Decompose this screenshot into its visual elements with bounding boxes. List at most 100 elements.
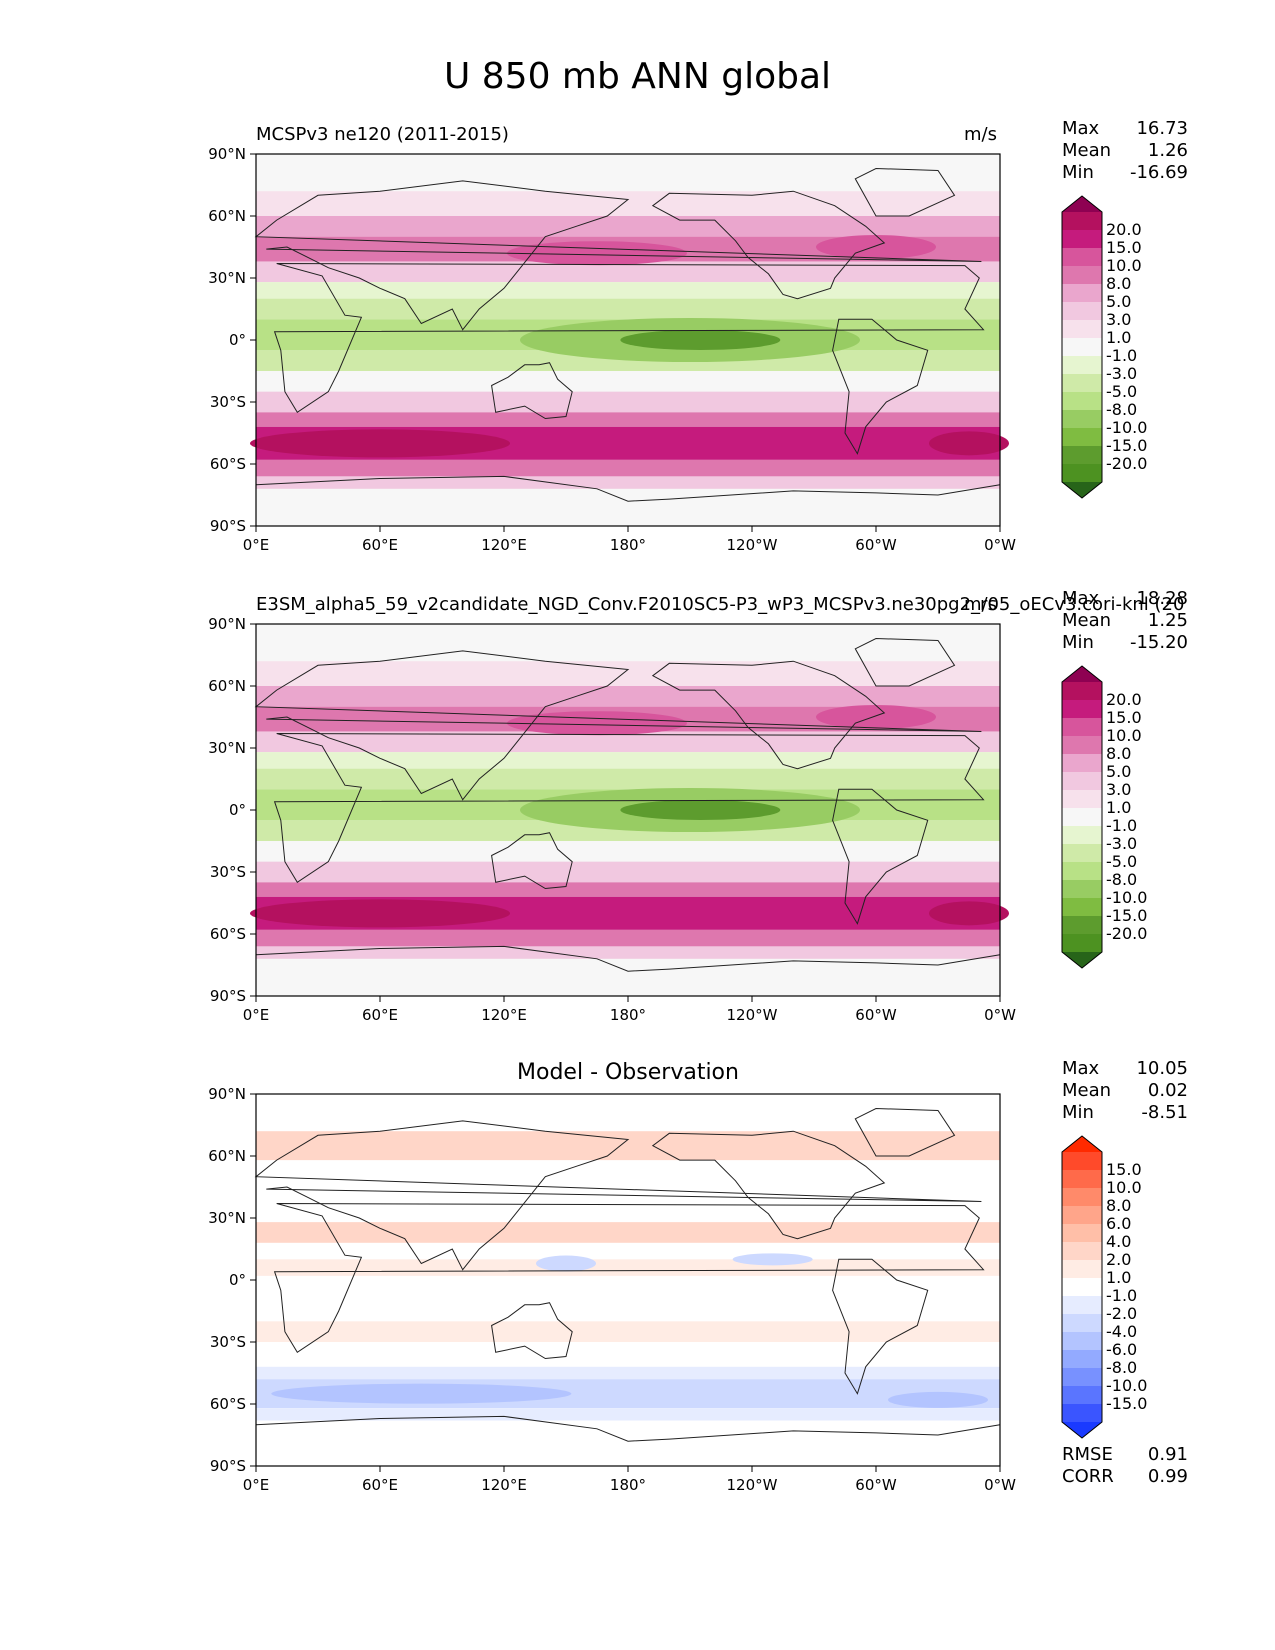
y-tick-label: 30°S [210, 1333, 246, 1351]
y-tick-label: 30°S [210, 393, 246, 411]
coastline [491, 1302, 573, 1360]
colorbar-segment [1062, 700, 1102, 718]
coastline [491, 832, 573, 890]
colorbar-segment [1062, 302, 1102, 320]
colorbar-tick-label: -1.0 [1106, 816, 1137, 835]
colorbar-segment [1062, 754, 1102, 772]
colorbar-segment [1062, 1224, 1102, 1242]
field-band [256, 191, 1000, 216]
colorbar-segment [1062, 772, 1102, 790]
colorbar-segment [1062, 1368, 1102, 1386]
coastline [273, 1203, 985, 1354]
colorbar-segment [1062, 338, 1102, 356]
y-tick-label: 30°N [208, 739, 246, 757]
x-tick-label: 0°W [984, 1476, 1016, 1494]
colorbar-segment [1062, 212, 1102, 230]
y-tick-label: 60°N [208, 1147, 246, 1165]
colorbar-tick-label: 5.0 [1106, 292, 1131, 311]
panel1-stats: Max 16.73 Mean 1.26 Min -16.69 [1062, 118, 1188, 183]
colorbar-segment [1062, 1170, 1102, 1188]
colorbar-segment [1062, 898, 1102, 916]
colorbar-tick-label: -8.0 [1106, 870, 1137, 889]
y-tick-label: 60°S [210, 455, 246, 473]
colorbar-segment [1062, 1278, 1102, 1296]
jet-core [507, 711, 687, 736]
map-panel-3: 0°E 60°E 120°E 180° 120°W 60°W 0°W 90°N 60°N 30°N… [208, 1085, 1147, 1494]
y-tick-label: 60°N [208, 207, 246, 225]
x-tick-label: 0°W [984, 536, 1016, 554]
y-tick-label: 30°N [208, 1209, 246, 1227]
y-tick-label: 0° [229, 331, 246, 349]
colorbar-tick-label: -10.0 [1106, 888, 1147, 907]
colorbar-segment [1062, 934, 1102, 952]
colorbar-tick-label: -15.0 [1106, 436, 1147, 455]
colorbar-tick-label: -3.0 [1106, 364, 1137, 383]
y-tick-label: 90°S [210, 987, 246, 1005]
colorbar-tick-label: 20.0 [1106, 690, 1142, 709]
colorbar-extend-top [1062, 196, 1102, 212]
panel3-stats: Max 10.05 Mean 0.02 Min -8.51 [1062, 1058, 1188, 1123]
field-band [256, 861, 1000, 883]
colorbar-extend-top [1062, 666, 1102, 682]
jet-core [816, 235, 936, 259]
x-tick-label: 120°W [727, 1476, 778, 1494]
colorbar-segment [1062, 862, 1102, 880]
jet-core [929, 901, 1009, 926]
colorbar-tick-label: 15.0 [1106, 1160, 1142, 1179]
field-band [256, 946, 1000, 959]
colorbar-tick-label: 1.0 [1106, 798, 1131, 817]
colorbar-segment [1062, 1188, 1102, 1206]
x-tick-label: 60°W [855, 1476, 897, 1494]
anomaly [271, 1383, 572, 1404]
colorbar-tick-label: -2.0 [1106, 1304, 1137, 1323]
colorbar-segment [1062, 1242, 1102, 1260]
colorbar-tick-label: -6.0 [1106, 1340, 1137, 1359]
colorbar-segment [1062, 718, 1102, 736]
colorbar-segment [1062, 1350, 1102, 1368]
coastline [254, 1120, 982, 1271]
colorbar-segment [1062, 374, 1102, 392]
x-tick-label: 60°E [362, 536, 398, 554]
y-tick-label: 90°N [208, 1085, 246, 1103]
x-tick-label: 0°E [243, 1476, 270, 1494]
colorbar-tick-label: -5.0 [1106, 852, 1137, 871]
x-tick-label: 180° [610, 536, 646, 554]
panel2-stats: Max 18.28 Mean 1.25 Min -15.20 [1062, 588, 1188, 653]
field-band [256, 350, 1000, 371]
colorbar-tick-label: -1.0 [1106, 1286, 1137, 1305]
coastline [832, 1258, 929, 1395]
coastline [832, 788, 929, 925]
x-tick-label: 0°E [243, 1006, 270, 1024]
colorbar-segment [1062, 808, 1102, 826]
colorbar-tick-label: -5.0 [1106, 382, 1137, 401]
colorbar-tick-label: -8.0 [1106, 1358, 1137, 1377]
panel1-title: MCSPv3 ne120 (2011-2015) [256, 124, 509, 145]
colorbar-tick-label: -15.0 [1106, 1394, 1147, 1413]
y-tick-label: 60°S [210, 925, 246, 943]
anomaly [536, 1255, 596, 1272]
colorbar-tick-label: -15.0 [1106, 906, 1147, 925]
field-band [256, 459, 1000, 477]
y-tick-label: 60°N [208, 677, 246, 695]
colorbar-segment [1062, 1386, 1102, 1404]
coastline [651, 660, 886, 770]
colorbar-segment [1062, 410, 1102, 428]
panel3-metrics: RMSE 0.91 CORR 0.99 [1062, 1444, 1188, 1487]
colorbar-tick-label: 3.0 [1106, 310, 1131, 329]
y-tick-label: 30°S [210, 863, 246, 881]
jet-core [816, 705, 936, 729]
colorbar-tick-label: 4.0 [1106, 1232, 1131, 1251]
field-band [256, 282, 1000, 299]
colorbar-segment [1062, 464, 1102, 482]
x-tick-label: 120°W [727, 536, 778, 554]
panel1-units: m/s [964, 124, 997, 145]
coastline [254, 180, 982, 331]
coastline [273, 733, 985, 884]
coastline [651, 1130, 886, 1240]
coastline [854, 167, 956, 217]
field-band [256, 731, 1000, 753]
field-band [256, 661, 1000, 686]
colorbar-segment [1062, 248, 1102, 266]
colorbar-tick-label: 6.0 [1106, 1214, 1131, 1233]
